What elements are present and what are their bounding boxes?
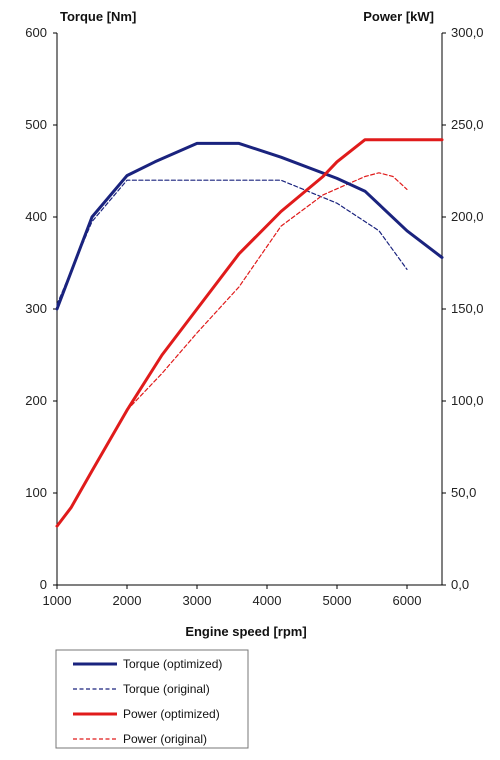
x-tick-label: 1000 [43, 593, 72, 608]
series-line-torque-original [56, 179, 408, 305]
legend-label-torque-original: Torque (original) [123, 682, 210, 696]
x-tick-label: 6000 [393, 593, 422, 608]
series-line-power-original [126, 172, 408, 411]
series-line-torque-optimized [55, 141, 444, 311]
legend-box [55, 649, 249, 749]
left-tick-label: 500 [25, 117, 47, 132]
left-tick-label: 300 [25, 301, 47, 316]
left-tick-label: 100 [25, 485, 47, 500]
right-tick-label: 250,0 [451, 117, 484, 132]
right-tick-label: 50,0 [451, 485, 476, 500]
right-tick-label: 0,0 [451, 577, 469, 592]
left-axis-title: Torque [Nm] [60, 9, 136, 24]
x-tick-group: 1000 2000 3000 4000 5000 6000 [43, 585, 422, 608]
x-tick-label: 2000 [113, 593, 142, 608]
series-line-power-optimized [55, 138, 444, 528]
left-tick-group: 0 100 200 300 400 500 600 [25, 25, 57, 592]
x-tick-label: 5000 [323, 593, 352, 608]
right-tick-label: 150,0 [451, 301, 484, 316]
left-tick-label: 0 [40, 577, 47, 592]
series-group [55, 138, 444, 528]
right-tick-label: 300,0 [451, 25, 484, 40]
left-tick-label: 600 [25, 25, 47, 40]
legend-label-power-original: Power (original) [123, 732, 207, 746]
right-tick-label: 100,0 [451, 393, 484, 408]
legend-label-power-optimized: Power (optimized) [123, 707, 220, 721]
left-tick-label: 200 [25, 393, 47, 408]
x-axis-title: Engine speed [rpm] [185, 624, 306, 639]
right-tick-group: 0,0 50,0 100,0 150,0 200,0 250,0 300,0 [442, 25, 484, 592]
x-tick-label: 3000 [183, 593, 212, 608]
legend-label-torque-optimized: Torque (optimized) [123, 657, 222, 671]
left-tick-label: 400 [25, 209, 47, 224]
right-tick-label: 200,0 [451, 209, 484, 224]
right-axis-title: Power [kW] [363, 9, 434, 24]
x-tick-label: 4000 [253, 593, 282, 608]
legend: Torque (optimized) Torque (original) Power… [55, 649, 249, 749]
